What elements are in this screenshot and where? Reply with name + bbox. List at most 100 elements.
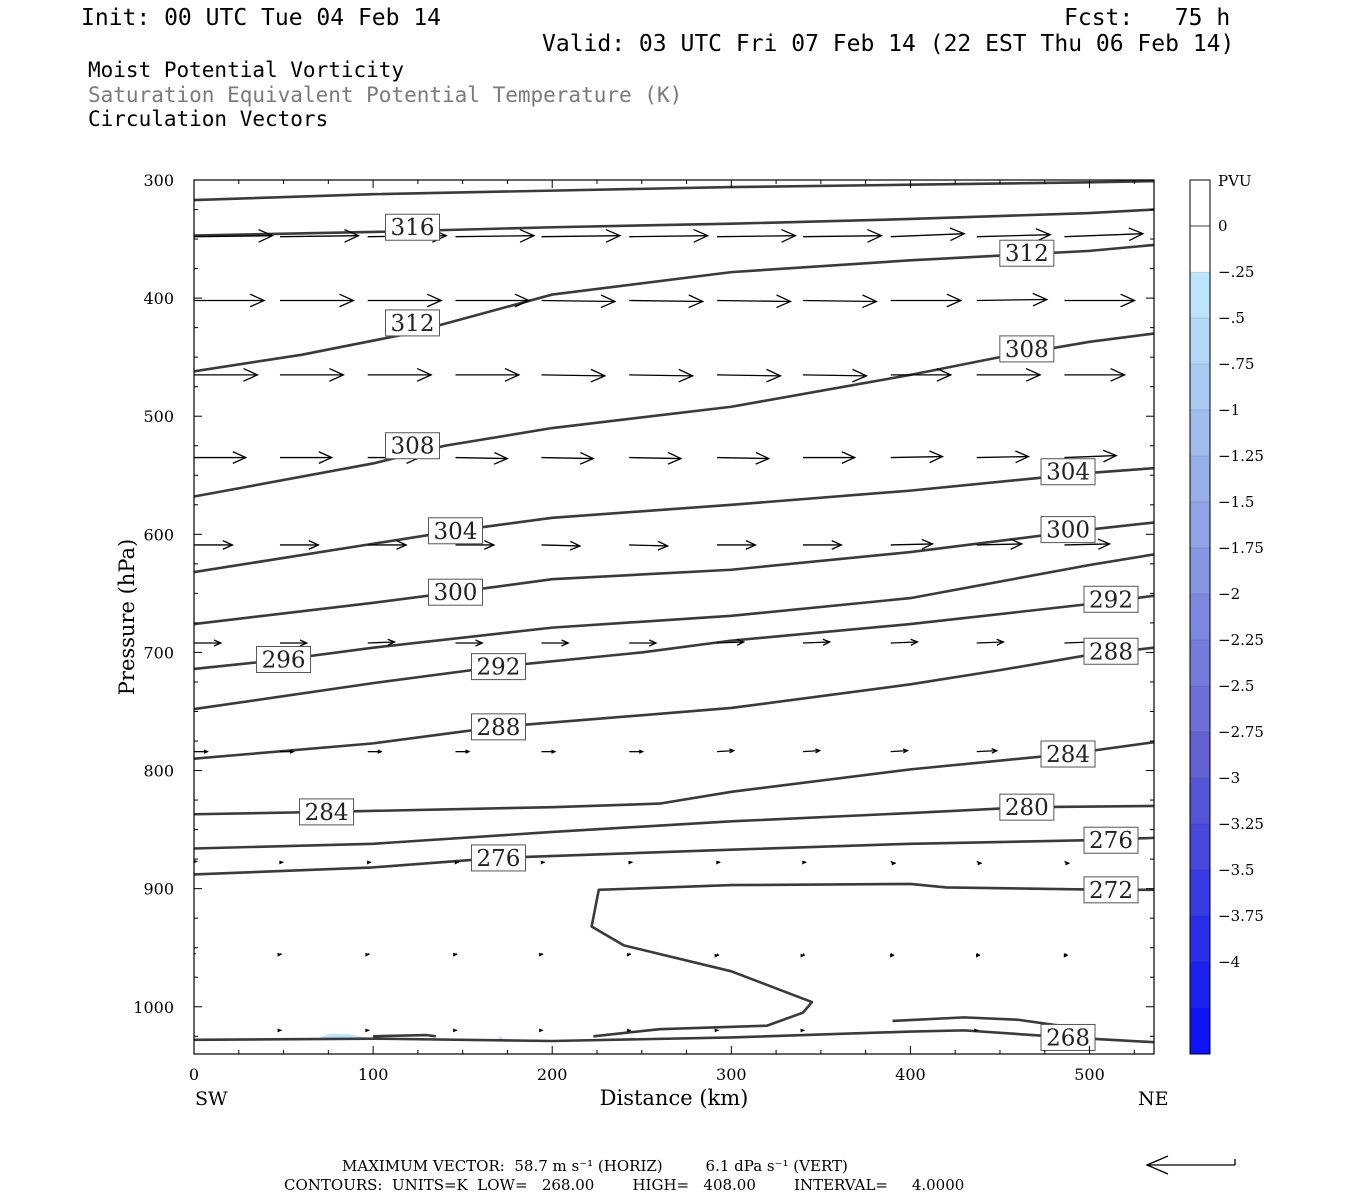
circulation-vector <box>629 228 710 243</box>
circulation-vector <box>540 860 545 865</box>
circulation-vector <box>802 228 884 243</box>
circulation-vector <box>890 638 920 646</box>
circulation-vector <box>365 1028 370 1033</box>
circulation-vector <box>626 952 632 957</box>
contour-label: 288 <box>1083 637 1139 665</box>
colorbar-bin <box>1190 548 1210 595</box>
circulation-vector <box>194 293 266 308</box>
circulation-vector <box>800 1028 805 1033</box>
circulation-vector <box>194 228 275 243</box>
circulation-vector <box>453 1028 458 1033</box>
circulation-vector <box>194 451 248 464</box>
contour-label: 292 <box>470 653 526 681</box>
contour-labels: 316 312 312 308 308 304 304 300 300 296 292 292 288 2… <box>256 213 1139 1051</box>
svg-text:284: 284 <box>1046 742 1090 768</box>
circulation-vector <box>976 228 1052 242</box>
circulation-vector <box>277 1028 282 1033</box>
svg-text:292: 292 <box>477 655 521 681</box>
circulation-vector <box>539 952 544 957</box>
circulation-vector <box>890 748 909 754</box>
colorbar-tick-label: −2.75 <box>1218 723 1264 741</box>
colorbar-unit: PVU <box>1218 172 1252 190</box>
colorbar-bin <box>1190 180 1210 227</box>
field-title-mpv: Moist Potential Vorticity <box>88 58 405 82</box>
x-tick-label: 400 <box>895 1065 926 1084</box>
circulation-vector <box>629 639 658 647</box>
circulation-vector <box>541 368 607 383</box>
theta-es-contour <box>194 243 1154 373</box>
axes: 300 400 500 600 700 800 900 1000 0 100 200 300 400 50… <box>133 171 1154 1084</box>
circulation-vector <box>455 293 531 308</box>
colorbar-bin <box>1190 778 1210 825</box>
colorbar-tick-label: −2.25 <box>1218 631 1264 649</box>
svg-text:296: 296 <box>262 648 306 674</box>
y-tick-label: 400 <box>143 289 174 308</box>
colorbar-bin <box>1190 962 1210 1009</box>
circulation-vector <box>279 540 320 550</box>
colorbar-bin <box>1190 318 1210 365</box>
theta-es-contour <box>194 836 1154 876</box>
circulation-vector <box>890 227 966 242</box>
colorbar-bin <box>1190 824 1210 871</box>
circulation-vector <box>279 228 361 243</box>
circulation-vector <box>455 367 521 382</box>
svg-text:272: 272 <box>1089 878 1133 904</box>
svg-text:308: 308 <box>1005 337 1049 363</box>
y-tick-label: 1000 <box>133 998 174 1017</box>
theta-es-contour <box>590 882 1154 1038</box>
theta-es-contours <box>194 180 1154 1044</box>
circulation-vector <box>714 953 720 958</box>
circulation-vector <box>976 292 1049 307</box>
circulation-vector <box>279 639 309 647</box>
y-tick-label: 500 <box>143 407 174 426</box>
contour-label: 284 <box>299 798 355 826</box>
svg-text:288: 288 <box>1089 639 1133 665</box>
contour-label: 300 <box>1040 516 1096 544</box>
circulation-vector <box>455 228 536 243</box>
colorbar-bin <box>1190 272 1210 319</box>
circulation-vector <box>629 368 695 383</box>
contour-label: 288 <box>470 713 526 741</box>
contour-label: 304 <box>1040 458 1096 486</box>
circulation-vector <box>802 368 868 383</box>
circulation-vector <box>629 749 645 754</box>
contour-label: 312 <box>999 239 1055 267</box>
svg-text:292: 292 <box>1089 587 1133 613</box>
circulation-vector <box>194 540 234 550</box>
circulation-vector <box>454 860 460 865</box>
circulation-vector <box>455 749 471 754</box>
circulation-vector <box>976 953 981 958</box>
colorbar-tick-label: −1.25 <box>1218 447 1264 465</box>
contour-info-note: CONTOURS: UNITS=K LOW= 268.00 HIGH= 408.… <box>284 1176 965 1194</box>
circulation-vector <box>279 749 295 754</box>
colorbar-tick-label: −.25 <box>1218 263 1254 281</box>
theta-es-contour <box>194 646 1154 761</box>
circulation-vector <box>279 860 284 865</box>
circulation-vector <box>629 294 705 309</box>
contour-label: 308 <box>385 432 441 460</box>
circulation-vector <box>716 638 746 646</box>
colorbar-tick-label: −1.5 <box>1218 493 1254 511</box>
contour-label: 272 <box>1083 876 1139 904</box>
circulation-vector <box>976 538 1024 550</box>
contour-label: 284 <box>1040 740 1096 768</box>
circulation-vector <box>800 953 806 958</box>
x-tick-label: 0 <box>189 1065 199 1084</box>
init-time: Init: 00 UTC Tue 04 Feb 14 <box>81 5 442 31</box>
circulation-vector <box>453 952 458 957</box>
max-vector-note: MAXIMUM VECTOR: 58.7 m s⁻¹ (HORIZ) 6.1 d… <box>342 1157 848 1175</box>
colorbar-tick-label: −3.75 <box>1218 907 1264 925</box>
circulation-vector <box>1064 293 1137 308</box>
circulation-vector <box>716 368 783 383</box>
circulation-vector <box>279 293 356 308</box>
colorbar-bin <box>1190 456 1210 503</box>
circulation-vector <box>1064 367 1127 382</box>
contour-label: 300 <box>427 578 483 606</box>
valid-time: Valid: 03 UTC Fri 07 Feb 14 (22 EST Thu … <box>542 31 1235 57</box>
circulation-vector <box>714 1028 719 1033</box>
svg-text:304: 304 <box>1046 460 1090 486</box>
circulation-vector <box>1063 953 1069 958</box>
circulation-vector <box>455 540 496 550</box>
circulation-vector <box>976 367 1042 382</box>
